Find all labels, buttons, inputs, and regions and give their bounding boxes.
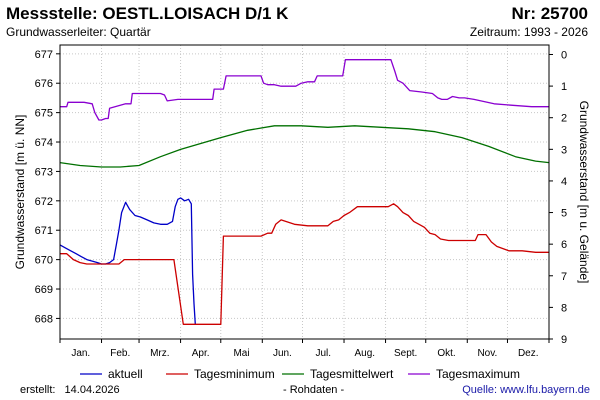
- created-label: erstellt:: [20, 384, 56, 396]
- legend-label-aktuell: aktuell: [108, 367, 143, 381]
- legend-label-min: Tagesminimum: [194, 367, 275, 381]
- legend-label-mittel: Tagesmittelwert: [310, 367, 394, 381]
- x-tick-label: Feb.: [110, 348, 130, 359]
- plot-area: [60, 45, 549, 339]
- y2-tick-label: 3: [561, 144, 567, 156]
- x-tick-label: Aug.: [354, 348, 375, 359]
- y2-tick-label: 5: [561, 208, 567, 220]
- y-tick-label: 669: [35, 284, 53, 296]
- x-tick-label: Jan.: [71, 348, 90, 359]
- x-tick-label: Apr.: [192, 348, 210, 359]
- y2-axis-label: Grundwasserstand [m u. Gelände]: [577, 101, 591, 284]
- y2-tick-label: 4: [561, 176, 567, 188]
- y2-tick-label: 6: [561, 239, 567, 251]
- station-number: Nr: 25700: [511, 4, 588, 23]
- y-tick-label: 674: [35, 137, 53, 149]
- series-line-min: [60, 203, 549, 325]
- legend-label-max: Tagesmaximum: [436, 367, 520, 381]
- y-tick-label: 676: [35, 78, 53, 90]
- y2-tick-label: 2: [561, 113, 567, 125]
- plot-frame: [59, 44, 550, 340]
- x-tick-label: Nov.: [477, 348, 497, 359]
- y-tick-label: 672: [35, 196, 53, 208]
- y2-tick-label: 9: [561, 334, 567, 346]
- y2-tick-label: 1: [561, 81, 567, 93]
- x-tick-label: Jun.: [273, 348, 292, 359]
- y2-tick-label: 7: [561, 271, 567, 283]
- created-date: 14.04.2026: [64, 384, 120, 396]
- y-tick-label: 677: [35, 49, 53, 61]
- page-title: Messstelle: OESTL.LOISACH D/1 K: [6, 4, 289, 23]
- x-tick-label: Sept.: [394, 348, 417, 359]
- x-tick-label: Mrz.: [150, 348, 169, 359]
- y-tick-label: 668: [35, 313, 53, 325]
- y-tick-label: 673: [35, 166, 53, 178]
- y-tick-label: 671: [35, 225, 53, 237]
- y2-tick-label: 0: [561, 49, 567, 61]
- raw-data-note: - Rohdaten -: [283, 384, 345, 396]
- period-label: Zeitraum: 1993 - 2026: [469, 25, 588, 39]
- created-info: erstellt: 14.04.2026: [20, 384, 126, 396]
- y2-tick-label: 8: [561, 302, 567, 314]
- series-line-aktuell: [59, 197, 196, 325]
- x-tick-label: Jul.: [315, 348, 331, 359]
- y-tick-label: 670: [35, 255, 53, 267]
- aquifer-subtitle: Grundwasserleiter: Quartär: [6, 25, 151, 39]
- series-line-max: [60, 59, 549, 121]
- y-axis-label: Grundwasserstand [m ü. NN]: [13, 115, 27, 270]
- x-tick-label: Okt.: [437, 348, 455, 359]
- x-tick-label: Dez.: [518, 348, 539, 359]
- source-link[interactable]: Quelle: www.lfu.bayern.de: [462, 384, 590, 396]
- x-tick-label: Mai: [233, 348, 249, 359]
- series-line-mittel: [59, 125, 550, 168]
- y-tick-label: 675: [35, 108, 53, 120]
